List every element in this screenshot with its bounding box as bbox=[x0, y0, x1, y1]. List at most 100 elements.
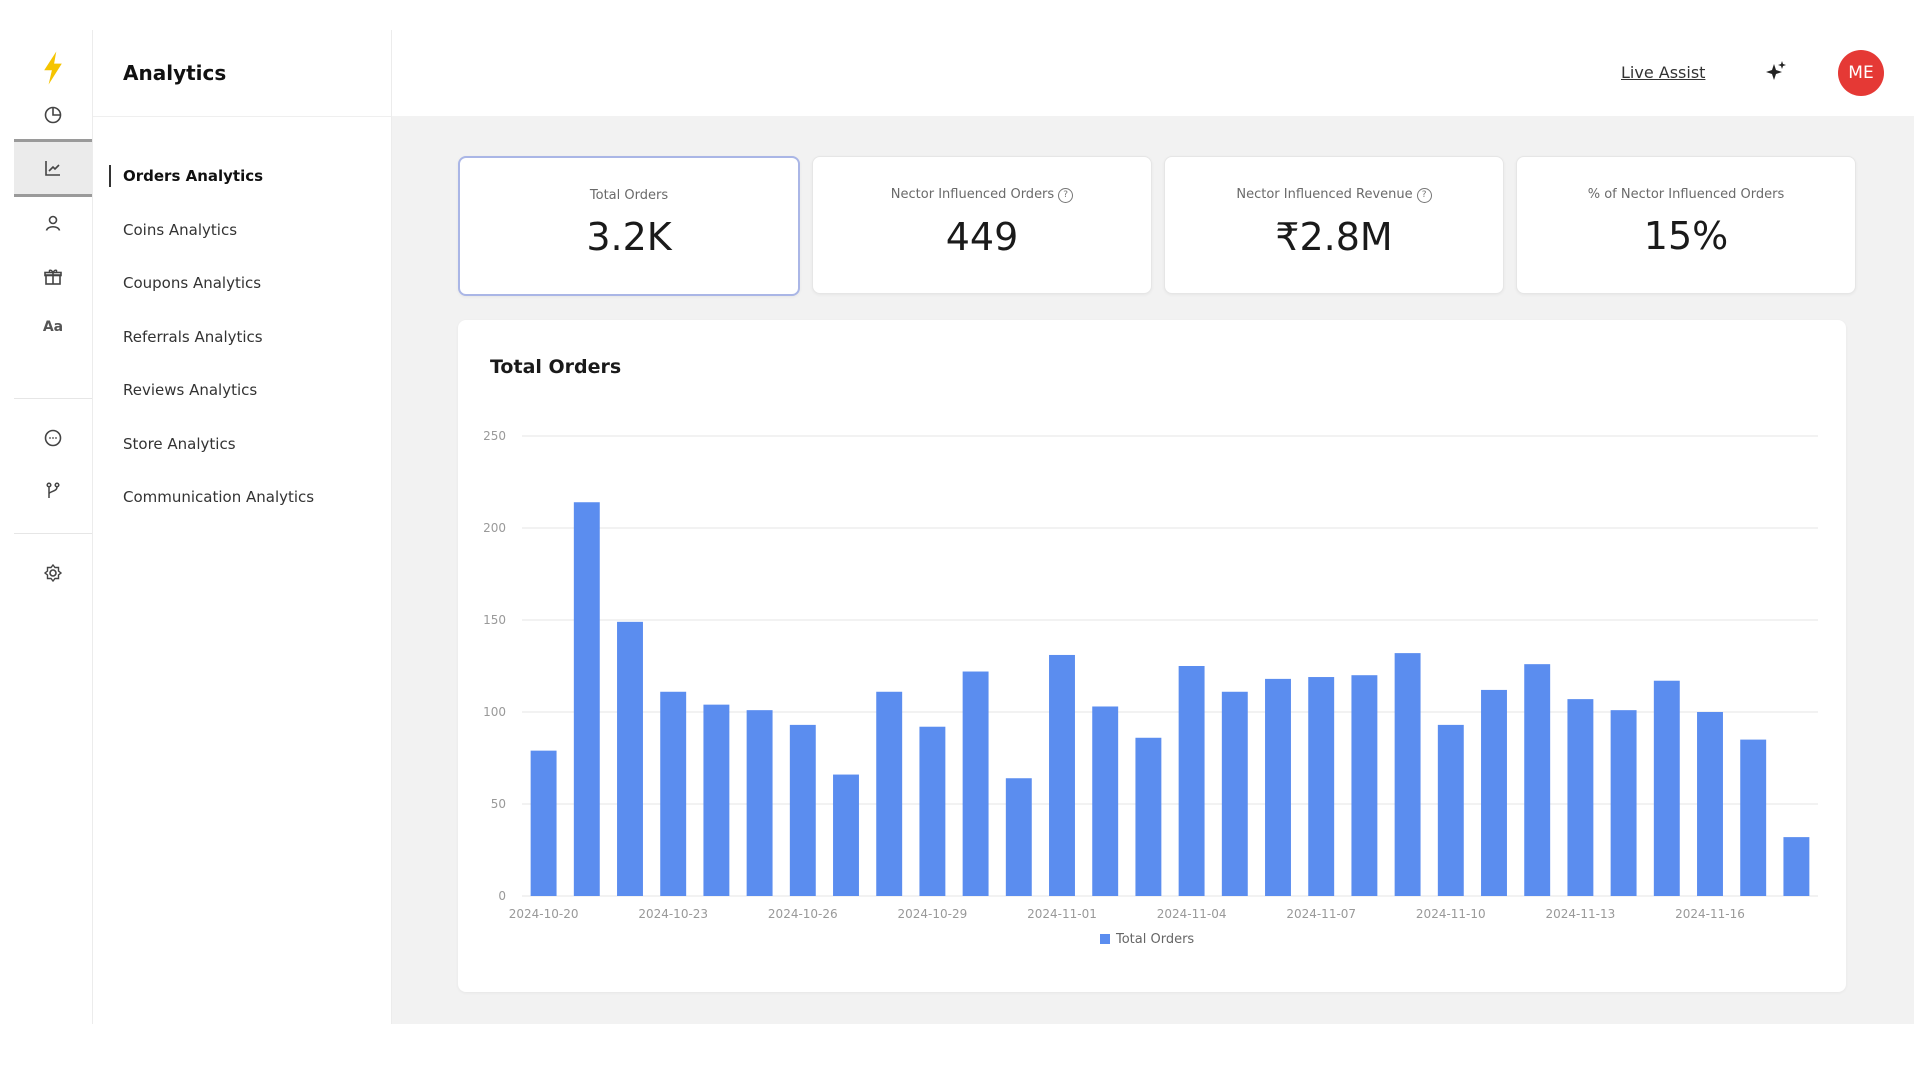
top-header: Live Assist ME bbox=[392, 30, 1914, 116]
bar bbox=[1740, 739, 1767, 896]
rewards-gift-icon[interactable] bbox=[14, 252, 92, 302]
submenu-item-label: Reviews Analytics bbox=[123, 381, 258, 399]
submenu-item-label: Orders Analytics bbox=[123, 167, 264, 185]
x-tick-label: 2024-11-10 bbox=[1416, 907, 1486, 921]
x-tick-label: 2024-10-20 bbox=[509, 907, 579, 921]
y-tick-label: 250 bbox=[483, 429, 506, 443]
rail-divider bbox=[14, 533, 92, 534]
analytics-submenu: Analytics Orders Analytics Coins Analyti… bbox=[93, 30, 392, 1024]
bar bbox=[617, 621, 643, 896]
kpi-label: Nector Influenced Orders bbox=[890, 187, 1055, 202]
typography-text-icon[interactable]: Aa bbox=[14, 302, 92, 352]
submenu-item-coupons-analytics[interactable]: Coupons Analytics bbox=[93, 263, 391, 303]
submenu-item-communication-analytics[interactable]: Communication Analytics bbox=[93, 477, 391, 517]
y-tick-label: 100 bbox=[483, 705, 506, 719]
total-orders-chart-card: Total Orders 0 50 100 150 200 250 2024-10-20 20… bbox=[458, 320, 1846, 992]
chat-icon[interactable] bbox=[14, 413, 92, 463]
x-tick-label: 2024-11-04 bbox=[1157, 907, 1227, 921]
x-tick-label: 2024-10-23 bbox=[638, 907, 708, 921]
bar bbox=[1481, 689, 1507, 896]
bar bbox=[573, 502, 600, 896]
y-tick-label: 200 bbox=[483, 521, 506, 535]
bar bbox=[1610, 710, 1637, 896]
y-tick-label: 150 bbox=[483, 613, 506, 627]
kpi-label: % of Nector Influenced Orders bbox=[1587, 187, 1785, 202]
y-tick-label: 0 bbox=[498, 889, 506, 903]
kpi-card-nector-influenced-revenue[interactable]: Nector Influenced Revenue? ₹2.8M bbox=[1164, 156, 1504, 294]
kpi-card-percent-nector-influenced-orders[interactable]: % of Nector Influenced Orders 15% bbox=[1516, 156, 1856, 294]
kpi-value: 3.2K bbox=[586, 215, 672, 259]
x-tick-label: 2024-11-07 bbox=[1286, 907, 1356, 921]
bar bbox=[1178, 666, 1205, 896]
submenu-item-label: Referrals Analytics bbox=[123, 328, 263, 346]
submenu-item-label: Coupons Analytics bbox=[123, 274, 262, 292]
rail-divider bbox=[14, 398, 92, 399]
bar bbox=[1265, 678, 1291, 896]
submenu-item-label: Coins Analytics bbox=[123, 221, 238, 239]
bar bbox=[660, 691, 687, 896]
bar bbox=[1005, 778, 1032, 896]
kpi-value: 449 bbox=[945, 215, 1019, 259]
submenu-item-label: Communication Analytics bbox=[123, 488, 315, 506]
total-orders-bar-chart: 0 50 100 150 200 250 2024-10-20 2024-10-23 2024-… bbox=[483, 429, 1818, 947]
x-tick-label: 2024-11-01 bbox=[1027, 907, 1097, 921]
bar bbox=[1049, 654, 1075, 896]
submenu-title: Analytics bbox=[123, 61, 227, 85]
submenu-item-coins-analytics[interactable]: Coins Analytics bbox=[93, 210, 391, 250]
bar bbox=[1524, 664, 1551, 896]
y-tick-label: 50 bbox=[491, 797, 506, 811]
kpi-value: 15% bbox=[1643, 214, 1729, 258]
submenu-item-reviews-analytics[interactable]: Reviews Analytics bbox=[93, 370, 391, 410]
logo-lightning-icon[interactable] bbox=[14, 38, 92, 98]
kpi-value: ₹2.8M bbox=[1275, 215, 1393, 259]
kpi-label: Nector Influenced Revenue bbox=[1236, 187, 1413, 202]
kpi-label: Total Orders bbox=[589, 188, 669, 203]
bar bbox=[919, 726, 946, 896]
submenu-item-label: Store Analytics bbox=[123, 435, 236, 453]
customers-user-icon[interactable] bbox=[14, 198, 92, 248]
dashboard-pie-chart-icon[interactable] bbox=[14, 90, 92, 140]
text-icon-label: Aa bbox=[42, 319, 64, 335]
legend-label: Total Orders bbox=[1115, 932, 1194, 947]
x-tick-label: 2024-11-16 bbox=[1675, 907, 1745, 921]
info-icon[interactable]: ? bbox=[1058, 188, 1074, 203]
bar bbox=[703, 704, 730, 896]
bar bbox=[962, 671, 989, 896]
bar bbox=[1135, 737, 1162, 896]
bar bbox=[1653, 680, 1680, 896]
submenu-item-orders-analytics[interactable]: Orders Analytics bbox=[93, 156, 391, 196]
analytics-line-chart-icon[interactable] bbox=[14, 139, 92, 197]
sparkle-ai-icon[interactable] bbox=[1761, 58, 1791, 88]
kpi-card-nector-influenced-orders[interactable]: Nector Influenced Orders? 449 bbox=[812, 156, 1152, 294]
bar bbox=[876, 691, 903, 896]
user-avatar[interactable]: ME bbox=[1838, 50, 1884, 96]
live-assist-link[interactable]: Live Assist bbox=[1621, 63, 1706, 82]
kpi-label-row: Nector Influenced Revenue? bbox=[1165, 187, 1503, 203]
chart-title: Total Orders bbox=[490, 356, 622, 378]
bar bbox=[1092, 706, 1119, 896]
bar bbox=[789, 724, 816, 896]
kpi-card-total-orders[interactable]: Total Orders 3.2K bbox=[458, 156, 800, 296]
bar bbox=[1308, 677, 1335, 896]
bar bbox=[1437, 724, 1464, 896]
x-tick-label: 2024-10-29 bbox=[898, 907, 968, 921]
x-tick-label: 2024-10-26 bbox=[768, 907, 838, 921]
bar bbox=[1783, 837, 1810, 896]
x-tick-label: 2024-11-13 bbox=[1546, 907, 1616, 921]
bar bbox=[530, 750, 557, 896]
kpi-label-row: Nector Influenced Orders? bbox=[813, 187, 1151, 203]
bar bbox=[1394, 653, 1421, 896]
submenu-item-store-analytics[interactable]: Store Analytics bbox=[93, 424, 391, 464]
bar bbox=[833, 774, 859, 896]
legend-swatch bbox=[1100, 934, 1110, 944]
bar bbox=[746, 710, 773, 896]
bar bbox=[1351, 675, 1378, 896]
info-icon[interactable]: ? bbox=[1416, 188, 1432, 203]
icon-rail: Aa bbox=[14, 30, 93, 1024]
submenu-item-referrals-analytics[interactable]: Referrals Analytics bbox=[93, 317, 391, 357]
main-content: Total Orders 3.2K Nector Influenced Orde… bbox=[392, 116, 1914, 1024]
bar bbox=[1567, 699, 1594, 896]
flows-branch-icon[interactable] bbox=[14, 466, 92, 516]
settings-gear-icon[interactable] bbox=[14, 548, 92, 598]
